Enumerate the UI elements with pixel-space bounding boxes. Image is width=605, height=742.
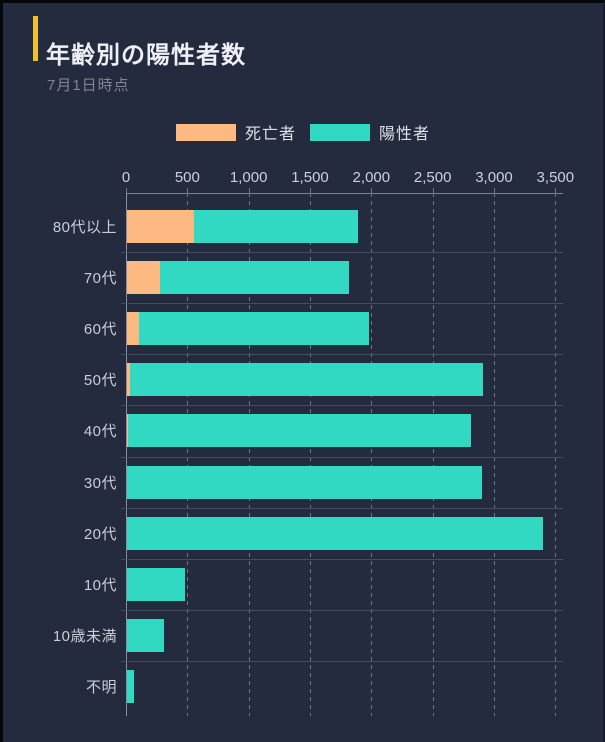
bar-row: [127, 414, 472, 448]
bar-segment-positives: [130, 363, 483, 397]
grid-line: [371, 193, 373, 716]
bar-segment-positives: [127, 567, 185, 601]
bar-segment-positives: [160, 261, 349, 295]
x-tick-mark: [555, 188, 557, 197]
bar-segment-deaths: [127, 210, 195, 244]
x-axis: 0 500 1,000 1,500 2,000 2,500 3,000 3,500: [122, 169, 574, 197]
row-separator-line: [121, 252, 563, 254]
row-separator-line: [121, 558, 563, 560]
x-tick-label: 2,000: [352, 169, 391, 186]
row-separator-line: [121, 609, 563, 611]
grid-line: [555, 193, 557, 716]
x-tick-label: 0: [121, 169, 131, 186]
bar-segment-deaths: [127, 414, 129, 448]
row-separator-line: [121, 456, 563, 458]
page-title: 年齢別の陽性者数: [46, 42, 246, 70]
y-axis-label: 不明: [85, 678, 117, 696]
bar-segment-positives: [127, 516, 543, 550]
x-tick-label: 1,500: [291, 169, 329, 186]
legend-label-positives: 陽性者: [379, 126, 431, 143]
legend-item-deaths[interactable]: 死亡者: [175, 120, 296, 144]
y-axis-label: 80代以上: [52, 219, 117, 236]
x-tick-mark: [187, 188, 189, 197]
deaths-swatch-icon: [175, 123, 236, 141]
grid-line: [432, 193, 434, 716]
row-separator-line: [121, 303, 563, 305]
legend: 死亡者 陽性者: [3, 120, 603, 144]
x-tick-mark: [248, 188, 250, 197]
bar-segment-deaths: [127, 363, 131, 397]
x-tick-label: 3,500: [536, 169, 575, 186]
bar-row: [127, 363, 483, 397]
y-axis-label: 60代: [83, 321, 117, 339]
bar-segment-positives: [128, 414, 472, 448]
bar-row: [127, 312, 369, 346]
bar-segment-deaths: [127, 261, 161, 295]
grid-line: [493, 193, 495, 716]
bar-row: [127, 465, 482, 499]
page-subtitle: 7月1日時点: [47, 77, 130, 94]
bar-segment-positives: [127, 669, 134, 703]
y-axis-label: 10代: [83, 576, 117, 594]
bar-segment-positives: [194, 210, 358, 244]
x-tick-mark: [432, 188, 434, 197]
bar-row: [127, 669, 134, 703]
x-tick-label: 1,000: [229, 169, 268, 186]
bar-row: [127, 516, 543, 550]
bar-row: [127, 210, 358, 244]
bar-row: [127, 567, 185, 601]
y-axis-label: 20代: [83, 525, 117, 543]
bar-row: [127, 261, 349, 295]
row-separator-line: [121, 354, 563, 356]
y-axis-label: 30代: [83, 474, 117, 492]
row-separator-line: [121, 660, 563, 662]
y-axis-label: 70代: [83, 270, 117, 288]
x-tick-mark: [126, 188, 127, 197]
bar-segment-positives: [139, 312, 369, 346]
grid-line: [248, 193, 250, 716]
x-tick-label: 2,500: [413, 169, 452, 186]
bar-row: [127, 618, 165, 652]
row-separator-line: [121, 507, 563, 509]
row-separator-line: [121, 405, 563, 407]
grid-line: [309, 193, 311, 716]
y-axis-label: 10歳未満: [52, 627, 117, 645]
x-axis-line: [126, 193, 563, 194]
bar-segment-positives: [127, 465, 482, 499]
x-tick-label: 3,000: [475, 169, 513, 186]
positives-swatch-icon: [310, 123, 370, 141]
legend-item-positives[interactable]: 陽性者: [310, 120, 430, 144]
y-axis-label: 40代: [83, 423, 117, 441]
grid-line: [187, 193, 189, 716]
x-tick-label: 500: [174, 169, 200, 186]
y-axis-label: 50代: [83, 372, 117, 390]
legend-label-deaths: 死亡者: [244, 126, 296, 143]
x-tick-mark: [371, 188, 373, 197]
plot-area: [121, 193, 563, 716]
bar-segment-positives: [127, 618, 165, 652]
x-tick-mark: [493, 188, 495, 197]
title-accent-bar: [33, 16, 38, 61]
y-axis-line: [126, 193, 127, 716]
bar-segment-deaths: [127, 312, 140, 346]
x-tick-mark: [309, 188, 311, 197]
